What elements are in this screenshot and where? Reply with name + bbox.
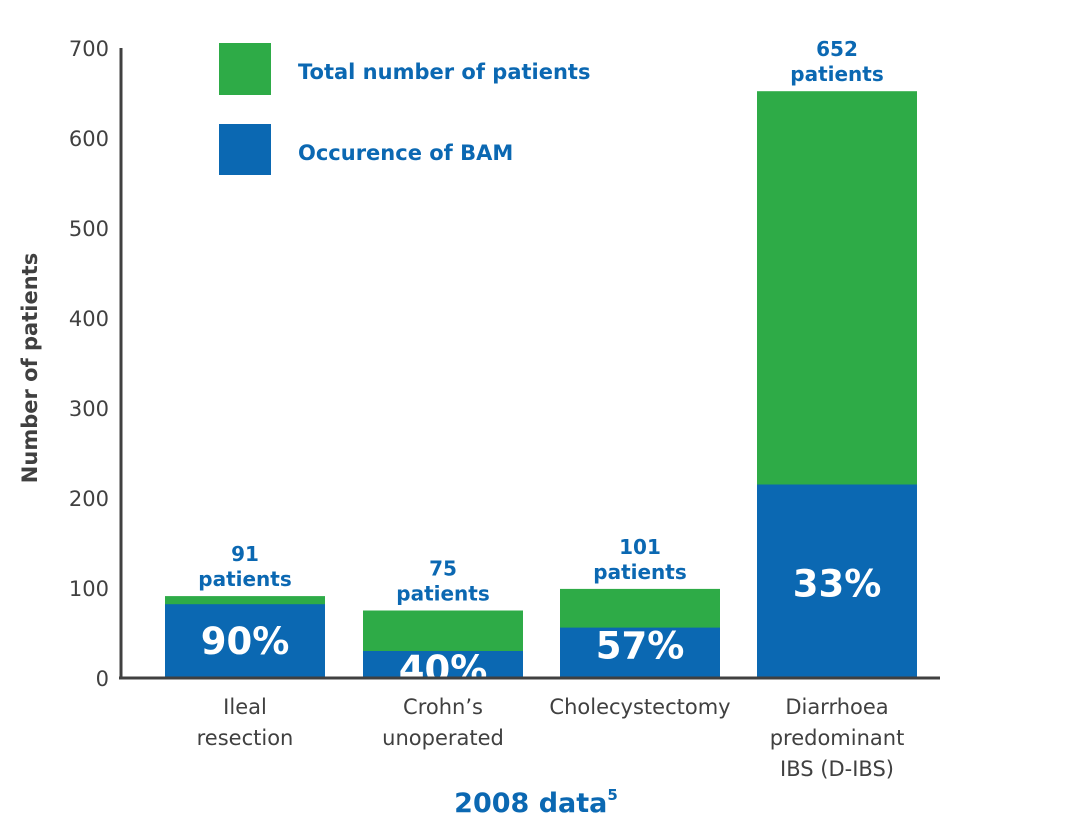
y-tick-label: 100 (69, 577, 109, 601)
y-tick-label: 600 (69, 127, 109, 151)
y-tick-label: 300 (69, 397, 109, 421)
bar-total-label: 91 (231, 542, 259, 566)
bar-percent-label: 33% (793, 563, 882, 606)
bar-occurrence (757, 484, 917, 678)
x-category-label: Diarrhoea (785, 695, 888, 719)
y-axis-title: Number of patients (18, 253, 42, 483)
bar-total-label: patients (790, 62, 884, 86)
x-category-label: predominant (770, 726, 905, 750)
bar-occurrence (363, 651, 523, 678)
bar-total-label: 652 (816, 37, 858, 61)
legend-label-occurrence: Occurence of BAM (298, 141, 513, 165)
bar-occurrence (165, 604, 325, 678)
bars (165, 91, 917, 678)
bar-total-label: 101 (619, 535, 661, 559)
chart-title-text: 2008 data (454, 788, 607, 819)
x-category-label: Cholecystectomy (549, 695, 730, 719)
bar-total-label: 75 (429, 557, 457, 581)
y-tick-label: 700 (69, 37, 109, 61)
bar-total-label: patients (198, 567, 292, 591)
legend-swatch-total (219, 43, 271, 95)
bar-total-label: patients (593, 560, 687, 584)
bar-percent-label: 57% (596, 625, 685, 668)
legend-label-total: Total number of patients (298, 60, 590, 84)
y-tick-label: 400 (69, 307, 109, 331)
axes (119, 48, 940, 680)
y-axis-ticks: 0 100 200 300 400 500 600 700 (69, 37, 109, 691)
chart-title-superscript: 5 (607, 786, 617, 804)
y-tick-label: 0 (96, 667, 109, 691)
y-tick-label: 200 (69, 487, 109, 511)
bar-occurrence (560, 627, 720, 678)
bar-labels: 90%91patientsIlealresection40%75patients… (197, 37, 905, 781)
x-category-label: IBS (D-IBS) (780, 757, 894, 781)
bar-percent-label: 90% (201, 620, 290, 663)
legend-swatch-occurrence (219, 124, 271, 175)
x-category-label: unoperated (382, 726, 504, 750)
legend: Total number of patients Occurence of BA… (219, 43, 590, 175)
x-category-label: resection (197, 726, 294, 750)
x-category-label: Crohn’s (403, 695, 483, 719)
y-tick-label: 500 (69, 217, 109, 241)
bar-total-label: patients (396, 582, 490, 606)
bar-percent-label: 40% (399, 648, 488, 691)
chart-title: 2008 data5 (454, 786, 618, 819)
x-category-label: Ileal (223, 695, 267, 719)
